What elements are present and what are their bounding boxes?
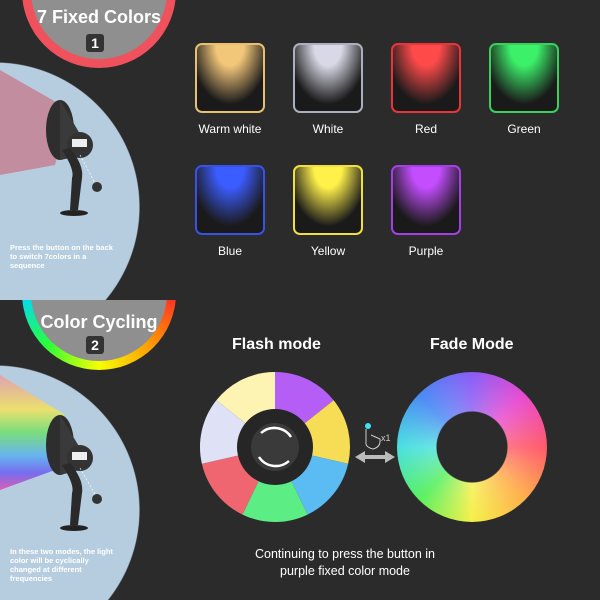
flash-mode-title: Flash mode — [232, 336, 321, 353]
color-label: Yellow — [310, 244, 346, 258]
rotate-arrow-icon — [257, 456, 290, 468]
color-swatch — [489, 43, 559, 113]
color-label: White — [312, 122, 344, 136]
mode-caption: Continuing to press the button in purple… — [240, 546, 450, 580]
color-swatch — [195, 165, 265, 235]
section-title: 7 Fixed Colors — [36, 7, 162, 27]
mode-wheels: x1 — [200, 372, 547, 522]
fade-mode-ring — [397, 372, 547, 522]
color-label: Green — [507, 122, 541, 136]
caption-line: Continuing to press the button in — [255, 547, 435, 561]
press-count: x1 — [381, 433, 391, 443]
section-title: Color Cycling — [40, 312, 158, 332]
press-dot-icon — [365, 423, 371, 429]
color-swatch — [293, 165, 363, 235]
fade-mode-title: Fade Mode — [430, 336, 514, 353]
color-swatch — [391, 165, 461, 235]
color-label: Purple — [408, 244, 444, 258]
fixed-colors-panel: Press the button on the back to switch 7… — [0, 0, 559, 300]
instruction-text: In these two modes, the light color will… — [10, 547, 113, 583]
section-number: 2 — [86, 336, 104, 354]
hand-press-icon — [365, 429, 381, 450]
lamp-illustration — [0, 375, 102, 531]
caption-line: purple fixed color mode — [280, 564, 410, 578]
button-icon — [92, 494, 102, 504]
instruction-text: Press the button on the back to switch 7… — [10, 243, 113, 270]
color-label: Red — [414, 122, 437, 136]
lamp-illustration — [0, 70, 102, 216]
rotate-arrow-icon — [260, 426, 293, 438]
double-arrow-icon — [355, 451, 395, 463]
button-icon — [92, 182, 102, 192]
color-swatch — [293, 43, 363, 113]
color-label: Blue — [217, 244, 243, 258]
section-number: 1 — [86, 34, 104, 52]
color-swatch — [195, 43, 265, 113]
color-label: Warm white — [198, 122, 262, 136]
color-swatch — [391, 43, 461, 113]
color-cycling-panel: In these two modes, the light color will… — [0, 300, 600, 600]
